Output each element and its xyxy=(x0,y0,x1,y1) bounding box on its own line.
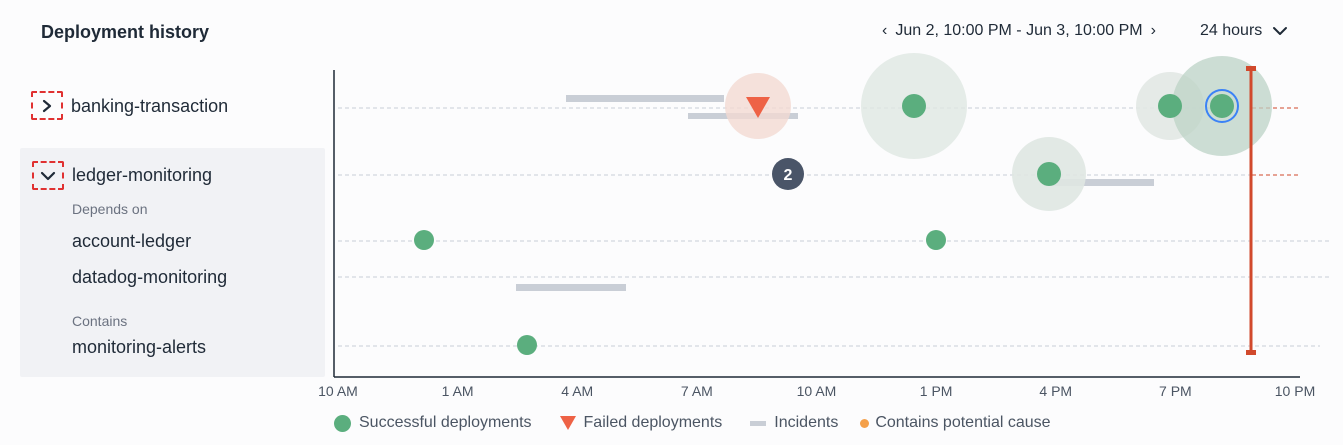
legend-potential-cause-label: Contains potential cause xyxy=(875,414,1051,431)
x-tick-label: 1 PM xyxy=(920,383,953,399)
chevron-left-icon[interactable]: ‹ xyxy=(882,22,888,39)
service-banking-transaction[interactable]: banking-transaction xyxy=(71,96,229,116)
contained-monitoring-alerts[interactable]: monitoring-alerts xyxy=(72,337,207,357)
failed-deployment-marker[interactable] xyxy=(746,97,770,118)
x-tick-label: 10 AM xyxy=(797,383,837,399)
legend-incidents: Incidents xyxy=(750,414,838,432)
selected-deployment-ring xyxy=(1205,89,1239,123)
expand-toggle-banking-transaction[interactable] xyxy=(31,91,63,120)
x-axis-ticks: 10 AM 1 AM 4 AM 7 AM 10 AM 1 PM 4 PM 7 PM 10 PM xyxy=(318,383,1315,399)
legend: Successful deployments Failed deployment… xyxy=(334,414,1051,432)
legend-failed: Failed deployments xyxy=(559,414,723,432)
incident-bar-icon xyxy=(750,420,767,426)
legend-successful-label: Successful deployments xyxy=(359,414,532,431)
contains-label: Contains xyxy=(72,313,128,329)
chevron-down-icon xyxy=(1273,27,1288,35)
x-tick-label: 10 PM xyxy=(1275,383,1315,399)
x-tick-label: 7 AM xyxy=(681,383,713,399)
failed-triangle-icon xyxy=(559,416,576,430)
x-tick-label: 10 AM xyxy=(318,383,358,399)
dependency-account-ledger[interactable]: account-ledger xyxy=(72,231,192,251)
dependency-datadog-monitoring[interactable]: datadog-monitoring xyxy=(72,267,228,287)
cluster-count: 2 xyxy=(784,167,793,184)
successful-deployment-marker[interactable] xyxy=(517,335,537,355)
x-tick-label: 7 PM xyxy=(1159,383,1192,399)
service-ledger-monitoring[interactable]: ledger-monitoring xyxy=(72,165,213,185)
expand-toggle-ledger-monitoring[interactable] xyxy=(32,161,64,190)
time-window-label: 24 hours xyxy=(1200,22,1263,39)
x-tick-label: 4 PM xyxy=(1039,383,1072,399)
deployment-cluster-badge[interactable]: 2 xyxy=(772,158,804,190)
chevron-right-icon[interactable]: › xyxy=(1150,22,1156,39)
legend-potential-cause: Contains potential cause xyxy=(860,414,1051,432)
legend-incidents-label: Incidents xyxy=(774,414,839,431)
successful-deployment-marker[interactable] xyxy=(926,230,946,250)
page-title: Deployment history xyxy=(41,22,210,42)
successful-deployment-marker[interactable] xyxy=(1037,162,1061,186)
x-tick-label: 1 AM xyxy=(442,383,474,399)
x-tick-label: 4 AM xyxy=(561,383,593,399)
incident-bar[interactable] xyxy=(566,95,724,102)
chevron-down-icon xyxy=(40,171,56,180)
success-dot-icon xyxy=(334,414,351,432)
legend-failed-label: Failed deployments xyxy=(583,414,723,431)
incident-bar[interactable] xyxy=(516,284,626,291)
potential-cause-dot-icon xyxy=(860,418,870,428)
legend-successful: Successful deployments xyxy=(334,414,532,432)
now-marker[interactable] xyxy=(1246,66,1256,355)
depends-on-label: Depends on xyxy=(72,201,148,217)
date-range-label: Jun 2, 10:00 PM - Jun 3, 10:00 PM xyxy=(895,22,1143,39)
successful-deployment-marker[interactable] xyxy=(414,230,434,250)
selected-service-panel xyxy=(20,148,325,377)
chevron-right-icon xyxy=(42,99,52,112)
successful-deployment-marker-selected[interactable] xyxy=(1210,94,1234,118)
successful-deployment-marker[interactable] xyxy=(902,94,926,118)
date-range-picker: ‹ Jun 2, 10:00 PM - Jun 3, 10:00 PM › xyxy=(882,22,1156,40)
incident-bar[interactable] xyxy=(1044,179,1154,186)
time-window-select[interactable]: 24 hours xyxy=(1200,22,1288,40)
successful-deployment-marker[interactable] xyxy=(1158,94,1182,118)
